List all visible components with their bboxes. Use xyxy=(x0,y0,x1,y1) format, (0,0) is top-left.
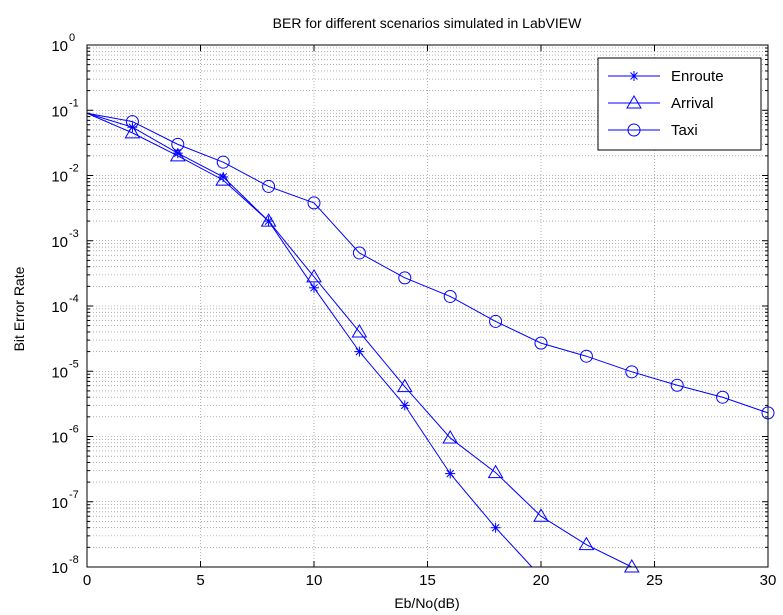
series-layer xyxy=(86,112,775,573)
y-tick-exponent: -6 xyxy=(69,424,79,436)
data-point-arrival xyxy=(351,323,368,338)
y-tick-label: 10 xyxy=(51,430,68,447)
x-tick-label: 5 xyxy=(196,572,204,589)
data-point-taxi xyxy=(352,246,366,260)
chart-title: BER for different scenarios simulated in… xyxy=(273,15,582,31)
legend-label: Taxi xyxy=(671,122,698,139)
data-point-taxi xyxy=(307,196,321,210)
data-point-arrival xyxy=(306,268,322,283)
legend-item-enroute: Enroute xyxy=(608,68,724,85)
data-point-enroute xyxy=(354,346,365,357)
y-tick-exponent: -5 xyxy=(69,358,79,370)
y-tick-label: 10 xyxy=(51,169,68,186)
data-point-arrival xyxy=(260,213,277,227)
data-point-taxi xyxy=(625,365,639,379)
x-tick-label: 30 xyxy=(760,572,777,589)
legend-item-arrival: Arrival xyxy=(608,95,714,112)
data-point-enroute xyxy=(399,400,410,411)
y-tick-label: 10 xyxy=(51,299,68,316)
x-tick-label: 15 xyxy=(419,572,436,589)
data-point-taxi xyxy=(216,155,230,169)
data-point-arrival xyxy=(124,124,141,139)
data-point-arrival xyxy=(396,378,413,393)
data-point-arrival xyxy=(487,464,504,479)
legend-item-taxi: Taxi xyxy=(608,122,698,139)
y-tick-label: 10 xyxy=(51,38,68,55)
series-line-taxi xyxy=(86,112,769,414)
data-point-arrival xyxy=(623,559,640,573)
legend-marker xyxy=(629,71,639,81)
data-point-taxi xyxy=(489,314,503,328)
y-tick-exponent: -2 xyxy=(69,163,79,175)
y-tick-label: 10 xyxy=(51,495,68,512)
data-point-arrival xyxy=(215,172,232,186)
legend: Enroute Arrival Taxi xyxy=(597,57,762,151)
legend-marker xyxy=(626,95,642,109)
y-tick-exponent: 0 xyxy=(69,32,75,44)
legend-marker xyxy=(627,123,641,137)
data-point-taxi xyxy=(125,115,139,129)
x-tick-label: 0 xyxy=(83,572,91,589)
data-point-arrival xyxy=(442,429,459,444)
data-point-taxi xyxy=(262,179,276,193)
x-tick-label: 25 xyxy=(646,572,663,589)
y-tick-label: 10 xyxy=(51,234,68,251)
y-tick-exponent: -7 xyxy=(69,489,79,501)
y-axis-label: Bit Error Rate xyxy=(11,266,27,351)
data-point-enroute xyxy=(445,468,456,479)
y-tick-label: 10 xyxy=(51,364,68,381)
x-tick-label: 20 xyxy=(533,572,550,589)
data-point-taxi xyxy=(398,271,412,285)
series-line-arrival xyxy=(86,112,633,568)
y-tick-label: 10 xyxy=(51,103,68,120)
y-tick-exponent: -4 xyxy=(69,293,79,305)
data-point-taxi xyxy=(670,378,684,392)
data-point-taxi xyxy=(534,336,548,350)
x-axis-label: Eb/No(dB) xyxy=(394,595,459,611)
data-point-arrival xyxy=(578,536,595,551)
x-tick-label: 10 xyxy=(306,572,323,589)
y-tick-exponent: -1 xyxy=(69,97,79,109)
data-point-enroute xyxy=(309,282,319,293)
data-point-taxi xyxy=(579,349,593,363)
data-point-arrival xyxy=(169,147,186,162)
data-point-taxi xyxy=(171,137,185,151)
legend-label: Arrival xyxy=(671,95,714,112)
legend-box xyxy=(597,57,762,151)
data-point-enroute xyxy=(490,522,501,533)
y-tick-label: 10 xyxy=(51,560,68,577)
legend-label: Enroute xyxy=(671,68,724,85)
data-point-arrival xyxy=(533,508,549,522)
data-point-taxi xyxy=(443,289,457,303)
y-tick-exponent: -3 xyxy=(69,228,79,240)
y-tick-exponent: -8 xyxy=(69,554,79,566)
data-point-taxi xyxy=(716,390,730,404)
